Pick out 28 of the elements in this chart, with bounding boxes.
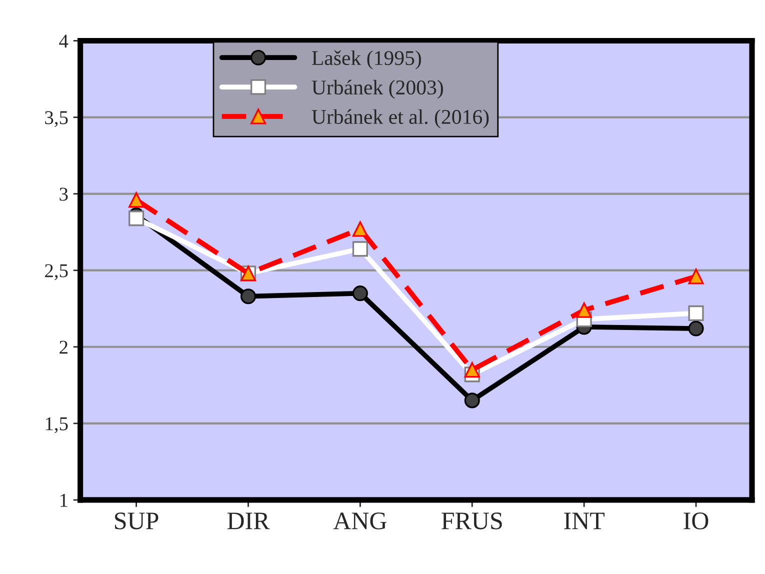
y-tick-label: 4 [59, 34, 68, 48]
x-tick-label: SUP [115, 512, 158, 530]
y-tick-label: 3,5 [45, 111, 68, 128]
x-tick-label: IO [684, 512, 708, 530]
x-tick-label: INT [564, 512, 604, 530]
legend-label: Urbánek et al. (2016) [312, 109, 489, 128]
point [240, 288, 256, 304]
x-tick-label: DIR [227, 512, 270, 530]
point [128, 210, 144, 226]
y-tick-label: 1 [60, 494, 68, 507]
point [464, 362, 480, 378]
point [352, 241, 368, 257]
point [576, 302, 592, 318]
x-tick-label: ANG [333, 512, 386, 530]
legend-label: Urbánek (2003) [312, 80, 443, 99]
point [688, 320, 704, 336]
point [688, 268, 704, 284]
point [352, 286, 368, 302]
point [688, 305, 704, 321]
legend-label: Lašek (1995) [312, 50, 421, 70]
y-tick-label: 1,5 [46, 417, 68, 434]
y-tick-label: 2 [60, 340, 68, 354]
y-tick-label: 3 [60, 188, 68, 201]
point [128, 192, 144, 208]
x-tick-label: FRUS [442, 512, 502, 530]
point [352, 221, 368, 237]
point [464, 392, 480, 408]
y-tick-label: 2,5 [45, 264, 68, 280]
